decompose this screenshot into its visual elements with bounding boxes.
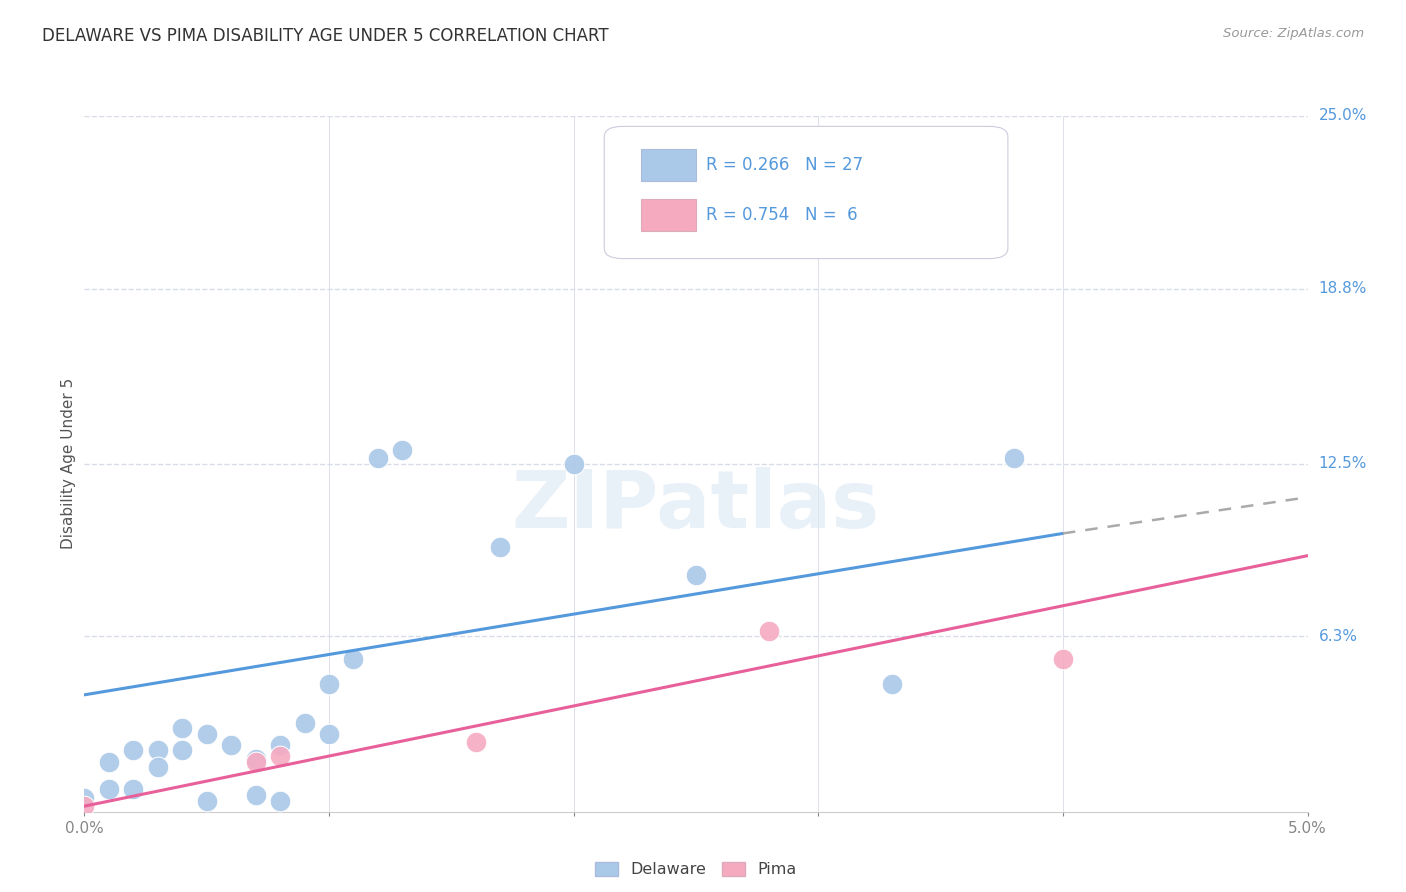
Text: DELAWARE VS PIMA DISABILITY AGE UNDER 5 CORRELATION CHART: DELAWARE VS PIMA DISABILITY AGE UNDER 5 …: [42, 27, 609, 45]
Bar: [641, 149, 696, 181]
Point: [880, 676, 903, 690]
Text: R = 0.754   N =  6: R = 0.754 N = 6: [706, 206, 858, 224]
Point: [318, 676, 340, 690]
Point: [122, 743, 145, 757]
Point: [464, 735, 486, 749]
Point: [97, 782, 120, 797]
Point: [219, 738, 242, 752]
Point: [269, 738, 291, 752]
Point: [1052, 651, 1074, 665]
Point: [367, 451, 389, 466]
Point: [172, 743, 194, 757]
Point: [294, 715, 316, 730]
Point: [269, 794, 291, 808]
Text: R = 0.266   N = 27: R = 0.266 N = 27: [706, 156, 863, 174]
Point: [146, 760, 169, 774]
Point: [195, 794, 218, 808]
Point: [1002, 451, 1025, 466]
Point: [172, 721, 194, 735]
Point: [245, 788, 267, 802]
Point: [245, 752, 267, 766]
Text: 12.5%: 12.5%: [1319, 457, 1367, 471]
Point: [146, 743, 169, 757]
Text: 18.8%: 18.8%: [1319, 281, 1367, 296]
Point: [758, 624, 780, 638]
Point: [685, 568, 707, 582]
Y-axis label: Disability Age Under 5: Disability Age Under 5: [60, 378, 76, 549]
Point: [269, 749, 291, 764]
Bar: [641, 200, 696, 231]
Legend: Delaware, Pima: Delaware, Pima: [589, 855, 803, 884]
FancyBboxPatch shape: [605, 127, 1008, 259]
Text: 6.3%: 6.3%: [1319, 629, 1358, 644]
Text: Source: ZipAtlas.com: Source: ZipAtlas.com: [1223, 27, 1364, 40]
Point: [342, 651, 364, 665]
Point: [195, 727, 218, 741]
Text: 25.0%: 25.0%: [1319, 109, 1367, 123]
Point: [562, 457, 585, 471]
Point: [73, 799, 96, 814]
Point: [245, 755, 267, 769]
Point: [318, 727, 340, 741]
Point: [122, 782, 145, 797]
Point: [489, 541, 512, 555]
Point: [97, 755, 120, 769]
Text: ZIPatlas: ZIPatlas: [512, 467, 880, 545]
Point: [73, 790, 96, 805]
Point: [391, 442, 413, 457]
